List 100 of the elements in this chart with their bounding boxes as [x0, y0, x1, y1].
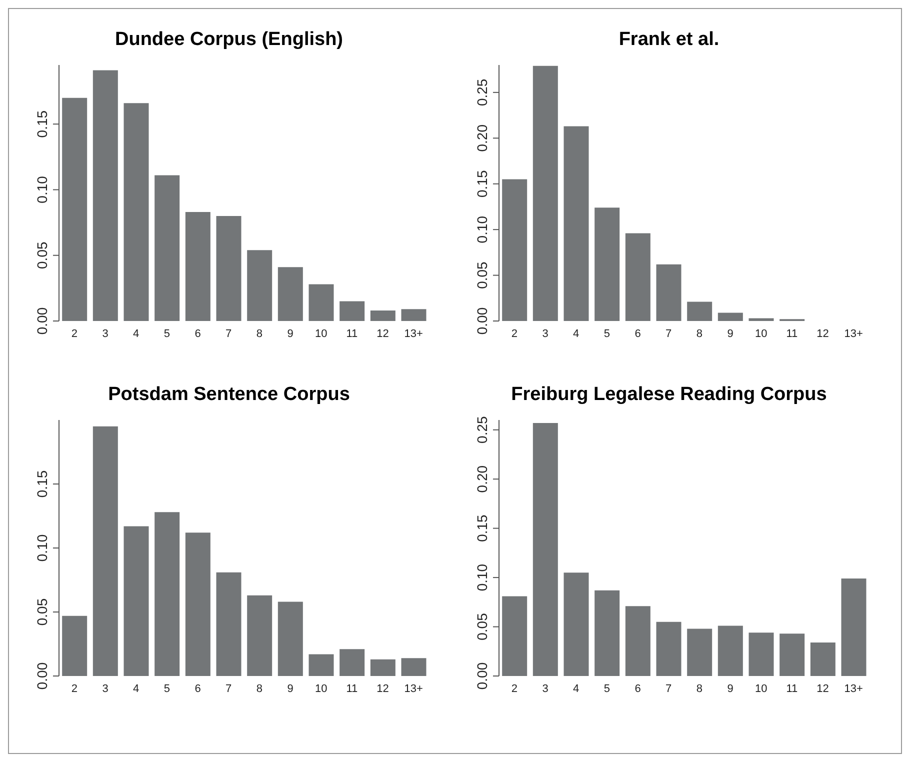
bar — [340, 301, 365, 321]
x-tick-label: 4 — [133, 682, 140, 695]
x-tick-label: 2 — [511, 328, 518, 340]
x-tick-label: 8 — [256, 682, 262, 695]
bar — [810, 642, 836, 676]
bar — [718, 626, 743, 676]
bar — [687, 302, 712, 321]
x-tick-label: 12 — [816, 328, 829, 340]
bar — [247, 595, 272, 676]
x-tick-label: 10 — [314, 682, 328, 695]
bar — [278, 267, 303, 321]
y-tick-label: 0.00 — [474, 662, 490, 690]
bar — [370, 310, 396, 321]
x-tick-label: 2 — [71, 328, 78, 340]
x-tick-label: 10 — [314, 328, 328, 340]
y-tick-label: 0.15 — [34, 110, 50, 138]
x-tick-label: 11 — [346, 328, 358, 340]
bar — [62, 98, 88, 321]
chart-title: Potsdam Sentence Corpus — [107, 383, 351, 407]
bar — [247, 250, 272, 321]
y-tick-label: 0.25 — [474, 78, 490, 106]
x-tick-label: 7 — [666, 328, 672, 340]
bar — [564, 572, 589, 676]
bar — [370, 659, 396, 676]
x-tick-label: 6 — [634, 328, 641, 340]
bar — [532, 66, 558, 321]
x-tick-label: 6 — [194, 328, 201, 340]
x-tick-label: 12 — [816, 682, 829, 695]
bar — [594, 590, 620, 676]
y-tick-label: 0.05 — [474, 261, 490, 289]
x-tick-label: 2 — [511, 682, 518, 695]
y-tick-label: 0.10 — [474, 564, 490, 592]
bar — [124, 103, 149, 321]
x-tick-label: 9 — [287, 682, 294, 695]
y-tick-label: 0.05 — [34, 242, 50, 269]
x-tick-label: 6 — [194, 682, 201, 695]
chart-title: Frank et al. — [618, 28, 720, 52]
bar — [780, 634, 805, 676]
bar — [502, 179, 528, 321]
bar — [594, 208, 620, 321]
bar — [216, 572, 242, 676]
x-tick-label: 7 — [666, 682, 672, 695]
x-tick-label: 7 — [226, 682, 232, 695]
x-tick-label: 4 — [573, 328, 580, 340]
bar — [502, 596, 528, 676]
y-tick-label: 0.20 — [474, 465, 490, 493]
x-tick-label: 5 — [604, 328, 610, 340]
x-tick-label: 10 — [754, 328, 768, 340]
x-tick-label: 3 — [102, 328, 108, 340]
x-tick-label: 8 — [696, 682, 702, 695]
y-tick-label: 0.15 — [34, 470, 50, 498]
y-tick-label: 0.00 — [474, 307, 490, 335]
bar — [401, 309, 426, 321]
x-tick-label: 11 — [786, 682, 798, 695]
x-tick-label: 10 — [754, 682, 768, 695]
bar — [92, 426, 118, 676]
bar — [124, 526, 149, 676]
x-tick-label: 7 — [226, 328, 232, 340]
x-tick-label: 5 — [164, 328, 170, 340]
x-tick-label: 4 — [573, 682, 580, 695]
x-tick-label: 4 — [133, 328, 140, 340]
bar — [308, 284, 334, 321]
x-tick-label: 2 — [71, 682, 78, 695]
x-tick-label: 5 — [164, 682, 170, 695]
bar — [154, 175, 180, 321]
bar — [625, 233, 650, 321]
x-tick-label: 9 — [727, 328, 734, 340]
bar — [216, 216, 242, 321]
y-tick-label: 0.15 — [474, 170, 490, 198]
x-tick-label: 12 — [376, 682, 389, 695]
x-tick-label: 3 — [542, 682, 548, 695]
bar — [340, 649, 365, 676]
x-tick-label: 13+ — [844, 682, 863, 695]
bar — [401, 658, 426, 676]
x-tick-label: 8 — [696, 328, 702, 340]
bar — [154, 512, 180, 676]
x-tick-label: 3 — [542, 328, 548, 340]
x-tick-label: 8 — [256, 328, 262, 340]
y-tick-label: 0.20 — [474, 124, 490, 152]
x-tick-label: 5 — [604, 682, 610, 695]
x-tick-label: 11 — [346, 682, 358, 695]
y-tick-label: 0.10 — [34, 176, 50, 204]
bar — [748, 318, 774, 321]
x-tick-label: 3 — [102, 682, 108, 695]
y-tick-label: 0.10 — [474, 216, 490, 244]
y-tick-label: 0.15 — [474, 514, 490, 542]
bar — [564, 126, 589, 321]
bar — [656, 264, 682, 321]
bar — [748, 632, 774, 676]
y-tick-label: 0.00 — [34, 662, 50, 690]
chart-title: Freiburg Legalese Reading Corpus — [510, 383, 828, 407]
x-tick-label: 13+ — [844, 328, 863, 340]
bar — [532, 422, 558, 676]
bar — [185, 212, 210, 321]
bar — [278, 602, 303, 676]
bar — [718, 312, 743, 321]
x-tick-label: 9 — [727, 682, 734, 695]
x-tick-label: 13+ — [404, 328, 423, 340]
x-tick-label: 12 — [376, 328, 389, 340]
chart-title: Dundee Corpus (English) — [114, 28, 344, 52]
